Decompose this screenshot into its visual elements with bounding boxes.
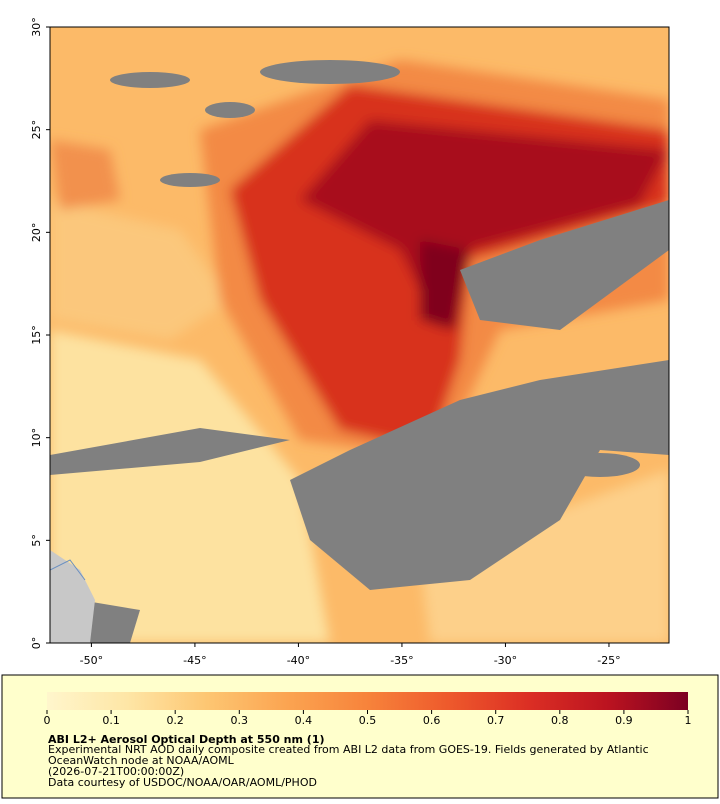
y-tick-label: 0° [30,637,43,650]
y-tick-label: 30° [30,17,43,37]
x-tick-label: -35° [390,654,413,667]
x-tick-label: -30° [494,654,517,667]
y-tick-label: 5° [30,534,43,547]
x-tick-label: -45° [183,654,206,667]
note-line: OceanWatch node at NOAA/AOML [48,754,235,767]
y-tick-label: 20° [30,223,43,243]
notes: Experimental NRT AOD daily composite cre… [48,743,649,789]
colorbar-tick-label: 0.4 [295,714,313,727]
colorbar-ramp [47,692,688,710]
colorbar-tick-label: 0.1 [102,714,120,727]
aod-map [50,27,669,643]
colorbar-tick-label: 0.2 [166,714,184,727]
note-line: (2026-07-21T00:00:00Z) [48,765,184,778]
x-tick-label: -25° [597,654,620,667]
colorbar-title: ABI L2+ Aerosol Optical Depth at 550 nm … [48,733,325,746]
y-tick-label: 10° [30,428,43,448]
colorbar-tick-label: 0.8 [551,714,569,727]
colorbar-tick-label: 0.9 [615,714,633,727]
note-line: Data courtesy of USDOC/NOAA/OAR/AOML/PHO… [48,776,317,789]
y-tick-label: 25° [30,120,43,140]
note-line: Experimental NRT AOD daily composite cre… [48,743,649,756]
colorbar-tick-label: 0.6 [423,714,441,727]
axes: -50° -45° -40° -35° -30° -25° 0° 5° 10° 15° 20° 25°… [30,17,621,667]
colorbar-tick-label: 1 [685,714,692,727]
x-tick-label: -40° [287,654,310,667]
colorbar-tick-label: 0.7 [487,714,505,727]
y-tick-label: 15° [30,325,43,345]
colorbar-tick-label: 0 [44,714,51,727]
colorbar: 0 0.1 0.2 0.3 0.4 0.5 0.6 0.7 0.8 0.9 1 [44,692,692,727]
x-tick-label: -50° [80,654,103,667]
colorbar-tick-label: 0.3 [231,714,249,727]
colorbar-tick-label: 0.5 [359,714,377,727]
